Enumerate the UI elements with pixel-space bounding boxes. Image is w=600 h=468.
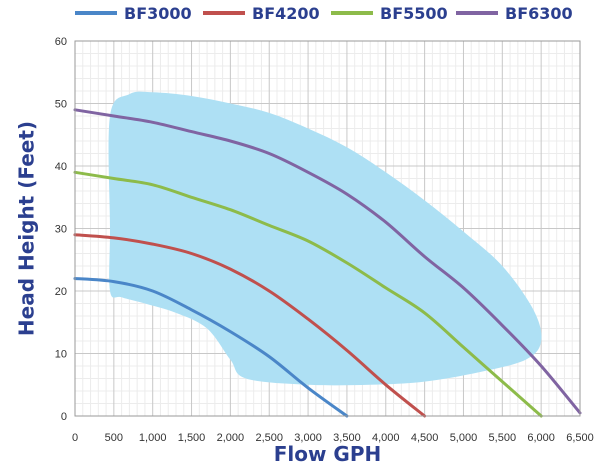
- legend-label-bf4200: BF4200: [252, 4, 320, 23]
- x-tick-label: 4,000: [372, 432, 400, 444]
- legend-label-bf5500: BF5500: [380, 4, 448, 23]
- x-tick-label: 6,000: [527, 432, 555, 444]
- plot-area: [73, 40, 582, 418]
- legend-label-bf3000: BF3000: [124, 4, 192, 23]
- legend-label-bf6300: BF6300: [505, 4, 573, 23]
- series-line-bf6300: [73, 108, 582, 415]
- series-line-bf5500: [73, 170, 543, 418]
- y-tick-label: 0: [61, 411, 67, 423]
- x-tick-label: 1,000: [139, 432, 167, 444]
- x-tick-label: 4,500: [411, 432, 439, 444]
- x-tick-label: 5,000: [450, 432, 478, 444]
- x-tick-label: 2,000: [217, 432, 245, 444]
- y-tick-label: 10: [55, 349, 67, 361]
- y-tick-label: 50: [55, 99, 67, 111]
- x-tick-label: 3,000: [294, 432, 322, 444]
- x-tick-label: 0: [72, 432, 78, 444]
- y-tick-label: 30: [55, 224, 67, 236]
- legend: BF3000 BF4200 BF5500 BF6300: [75, 4, 573, 23]
- y-tick-label: 20: [55, 286, 67, 298]
- series-line-bf3000: [73, 277, 349, 418]
- x-tick-label: 2,500: [255, 432, 283, 444]
- series-line-bf4200: [73, 233, 427, 418]
- x-tick-label: 5,500: [489, 432, 517, 444]
- plot-border: [74, 40, 581, 417]
- y-tick-label: 60: [55, 36, 67, 48]
- y-tick-label: 40: [55, 161, 67, 173]
- y-axis-title: Head Height (Feet): [15, 121, 39, 336]
- operating-range-region: [108, 91, 542, 386]
- y-tick-labels: 0 10 20 30 40 50 60: [55, 36, 67, 423]
- x-tick-label: 1,500: [178, 432, 206, 444]
- x-tick-label: 3,500: [333, 432, 361, 444]
- x-tick-label: 6,500: [566, 432, 594, 444]
- x-tick-label: 500: [105, 432, 123, 444]
- series-lines: [73, 108, 582, 418]
- x-tick-labels: 0 500 1,000 1,500 2,000 2,500 3,000 3,500 4,000 4…: [72, 432, 594, 444]
- x-axis-title: Flow GPH: [274, 442, 382, 466]
